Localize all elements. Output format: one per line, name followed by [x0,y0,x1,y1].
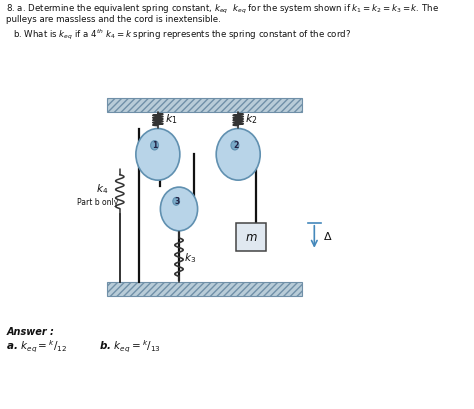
Text: $k_4$: $k_4$ [96,181,108,195]
Circle shape [173,198,180,206]
Text: 2: 2 [233,141,238,150]
Circle shape [151,141,158,151]
Circle shape [216,129,260,181]
Text: 1: 1 [153,141,158,150]
Text: $k_2$: $k_2$ [245,112,257,126]
Text: $k_1$: $k_1$ [164,112,177,126]
Text: $\Delta$: $\Delta$ [323,229,332,241]
Circle shape [136,129,180,181]
Bar [236,223,266,251]
Text: $m$: $m$ [245,231,257,244]
Circle shape [160,188,198,231]
Text: Answer :: Answer : [7,326,55,336]
Text: Part b only: Part b only [77,198,118,207]
Circle shape [231,141,239,151]
Text: 8. a. Determine the equivalent spring constant, $k_{eq}$  $k_{eq}$ for the syste: 8. a. Determine the equivalent spring co… [7,3,439,16]
Text: a. $k_{eq} = {}^k/{}_{12}$: a. $k_{eq} = {}^k/{}_{12}$ [7,338,68,355]
Bar [107,283,301,297]
Text: b. What is $k_{eq}$ if a 4$^{th}$ $k_4 = k$ spring represents the spring constan: b. What is $k_{eq}$ if a 4$^{th}$ $k_4 =… [13,27,351,42]
Text: 3: 3 [174,197,179,206]
Bar [107,99,301,112]
Text: $k_3$: $k_3$ [184,250,196,264]
Text: b. $k_{eq} = {}^k/{}_{13}$: b. $k_{eq} = {}^k/{}_{13}$ [99,338,161,355]
Text: pulleys are massless and the cord is inextensible.: pulleys are massless and the cord is ine… [7,15,221,24]
